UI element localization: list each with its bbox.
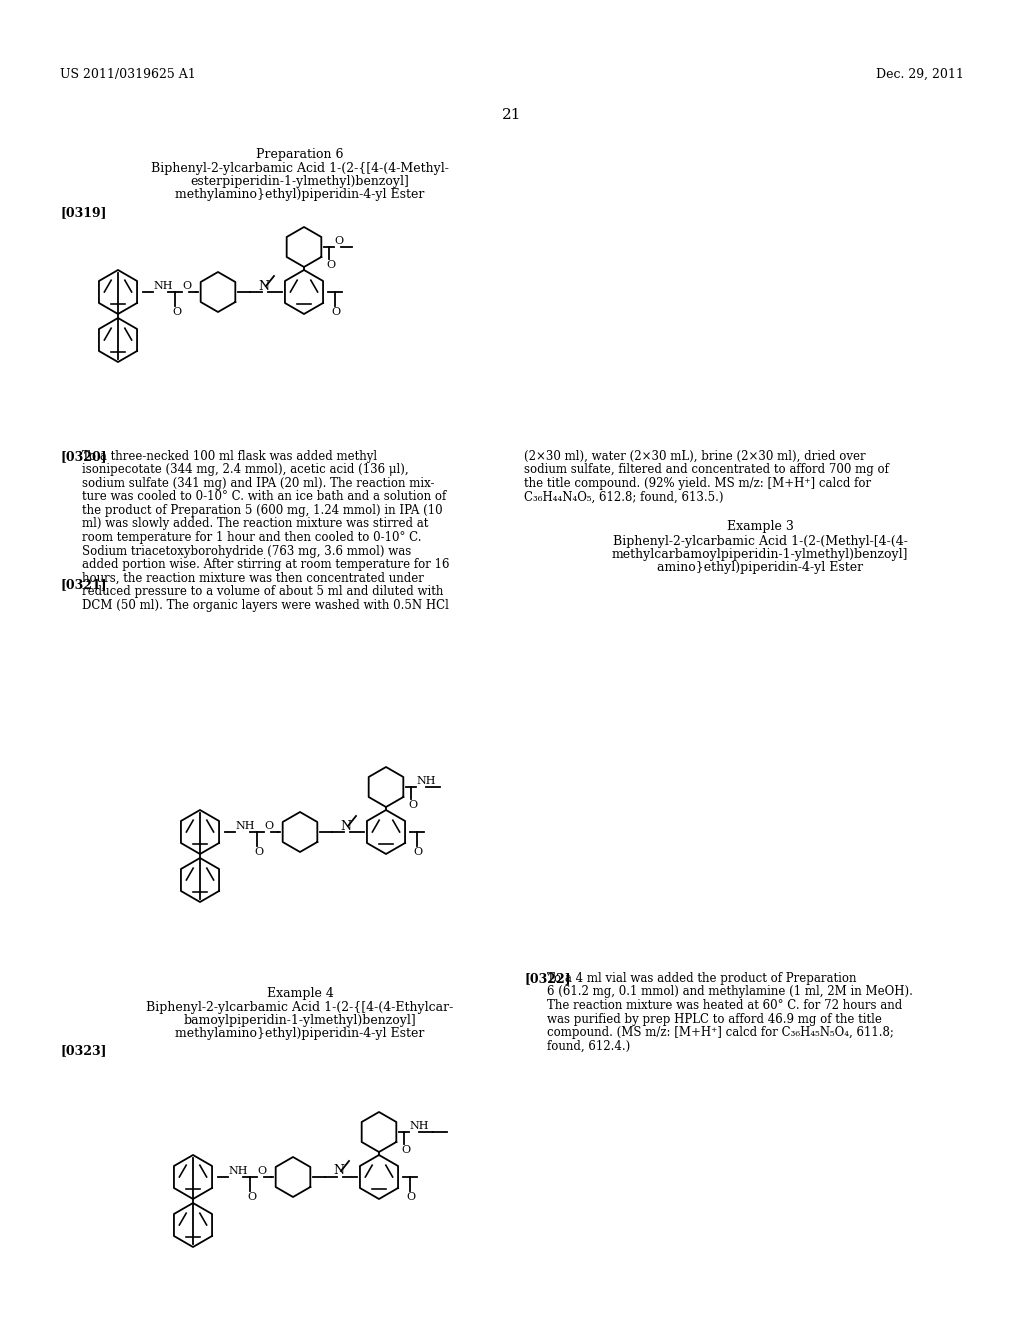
Text: the title compound. (92% yield. MS m/z: [M+H⁺] calcd for: the title compound. (92% yield. MS m/z: … [524,477,871,490]
Text: room temperature for 1 hour and then cooled to 0-10° C.: room temperature for 1 hour and then coo… [82,531,422,544]
Text: esterpiperidin-1-ylmethyl)benzoyl]: esterpiperidin-1-ylmethyl)benzoyl] [190,176,410,187]
Text: NH: NH [153,281,172,290]
Text: hours, the reaction mixture was then concentrated under: hours, the reaction mixture was then con… [82,572,424,585]
Text: added portion wise. After stirring at room temperature for 16: added portion wise. After stirring at ro… [82,558,450,572]
Text: [0321]: [0321] [60,578,106,591]
Text: 6 (61.2 mg, 0.1 mmol) and methylamine (1 ml, 2M in MeOH).: 6 (61.2 mg, 0.1 mmol) and methylamine (1… [547,986,912,998]
Text: Biphenyl-2-ylcarbamic Acid 1-(2-(Methyl-[4-(4-: Biphenyl-2-ylcarbamic Acid 1-(2-(Methyl-… [612,535,907,548]
Text: Biphenyl-2-ylcarbamic Acid 1-(2-{[4-(4-Ethylcar-: Biphenyl-2-ylcarbamic Acid 1-(2-{[4-(4-E… [146,1001,454,1014]
Text: methylamino}ethyl)piperidin-4-yl Ester: methylamino}ethyl)piperidin-4-yl Ester [175,187,425,201]
Text: N: N [334,1164,344,1177]
Text: 21: 21 [502,108,522,121]
Text: Example 4: Example 4 [266,987,334,1001]
Text: isonipecotate (344 mg, 2.4 mmol), acetic acid (136 μl),: isonipecotate (344 mg, 2.4 mmol), acetic… [82,463,409,477]
Text: [0320]: [0320] [60,450,106,463]
Text: [0323]: [0323] [60,1044,106,1057]
Text: The reaction mixture was heated at 60° C. for 72 hours and: The reaction mixture was heated at 60° C… [547,999,902,1012]
Text: NH: NH [409,1121,428,1131]
Text: NH: NH [228,1166,248,1176]
Text: Example 3: Example 3 [727,520,794,533]
Text: Sodium triacetoxyborohydride (763 mg, 3.6 mmol) was: Sodium triacetoxyborohydride (763 mg, 3.… [82,544,412,557]
Text: N: N [258,280,269,293]
Text: Biphenyl-2-ylcarbamic Acid 1-(2-{[4-(4-Methyl-: Biphenyl-2-ylcarbamic Acid 1-(2-{[4-(4-M… [152,162,449,176]
Text: N: N [341,820,351,833]
Text: O: O [408,800,417,810]
Text: O: O [401,1144,411,1155]
Text: O: O [326,260,335,271]
Text: methylamino}ethyl)piperidin-4-yl Ester: methylamino}ethyl)piperidin-4-yl Ester [175,1027,425,1040]
Text: O: O [334,236,343,246]
Text: Dec. 29, 2011: Dec. 29, 2011 [877,69,964,81]
Text: US 2011/0319625 A1: US 2011/0319625 A1 [60,69,196,81]
Text: ml) was slowly added. The reaction mixture was stirred at: ml) was slowly added. The reaction mixtu… [82,517,428,531]
Text: Preparation 6: Preparation 6 [256,148,344,161]
Text: O: O [264,821,273,832]
Text: O: O [254,847,263,857]
Text: ture was cooled to 0-10° C. with an ice bath and a solution of: ture was cooled to 0-10° C. with an ice … [82,491,446,503]
Text: O: O [331,308,340,317]
Text: DCM (50 ml). The organic layers were washed with 0.5N HCl: DCM (50 ml). The organic layers were was… [82,598,449,611]
Text: NH: NH [416,776,435,785]
Text: compound. (MS m/z: [M+H⁺] calcd for C₃₆H₄₅N₅O₄, 611.8;: compound. (MS m/z: [M+H⁺] calcd for C₃₆H… [547,1026,894,1039]
Text: [0319]: [0319] [60,206,106,219]
Text: amino}ethyl)piperidin-4-yl Ester: amino}ethyl)piperidin-4-yl Ester [657,561,863,574]
Text: To a three-necked 100 ml flask was added methyl: To a three-necked 100 ml flask was added… [82,450,377,463]
Text: methylcarbamoylpiperidin-1-ylmethyl)benzoyl]: methylcarbamoylpiperidin-1-ylmethyl)benz… [611,548,908,561]
Text: the product of Preparation 5 (600 mg, 1.24 mmol) in IPA (10: the product of Preparation 5 (600 mg, 1.… [82,504,442,517]
Text: O: O [247,1192,256,1203]
Text: [0322]: [0322] [524,972,570,985]
Text: found, 612.4.): found, 612.4.) [547,1040,630,1052]
Text: was purified by prep HPLC to afford 46.9 mg of the title: was purified by prep HPLC to afford 46.9… [547,1012,882,1026]
Text: O: O [413,847,422,857]
Text: O: O [172,308,181,317]
Text: O: O [257,1166,266,1176]
Text: reduced pressure to a volume of about 5 ml and diluted with: reduced pressure to a volume of about 5 … [82,585,443,598]
Text: To a 4 ml vial was added the product of Preparation: To a 4 ml vial was added the product of … [547,972,856,985]
Text: sodium sulfate (341 mg) and IPA (20 ml). The reaction mix-: sodium sulfate (341 mg) and IPA (20 ml).… [82,477,434,490]
Text: sodium sulfate, filtered and concentrated to afford 700 mg of: sodium sulfate, filtered and concentrate… [524,463,889,477]
Text: NH: NH [234,821,255,832]
Text: O: O [182,281,191,290]
Text: O: O [406,1192,415,1203]
Text: C₃₆H₄₄N₄O₅, 612.8; found, 613.5.): C₃₆H₄₄N₄O₅, 612.8; found, 613.5.) [524,491,724,503]
Text: bamoylpiperidin-1-ylmethyl)benzoyl]: bamoylpiperidin-1-ylmethyl)benzoyl] [183,1014,417,1027]
Text: (2×30 ml), water (2×30 mL), brine (2×30 ml), dried over: (2×30 ml), water (2×30 mL), brine (2×30 … [524,450,865,463]
